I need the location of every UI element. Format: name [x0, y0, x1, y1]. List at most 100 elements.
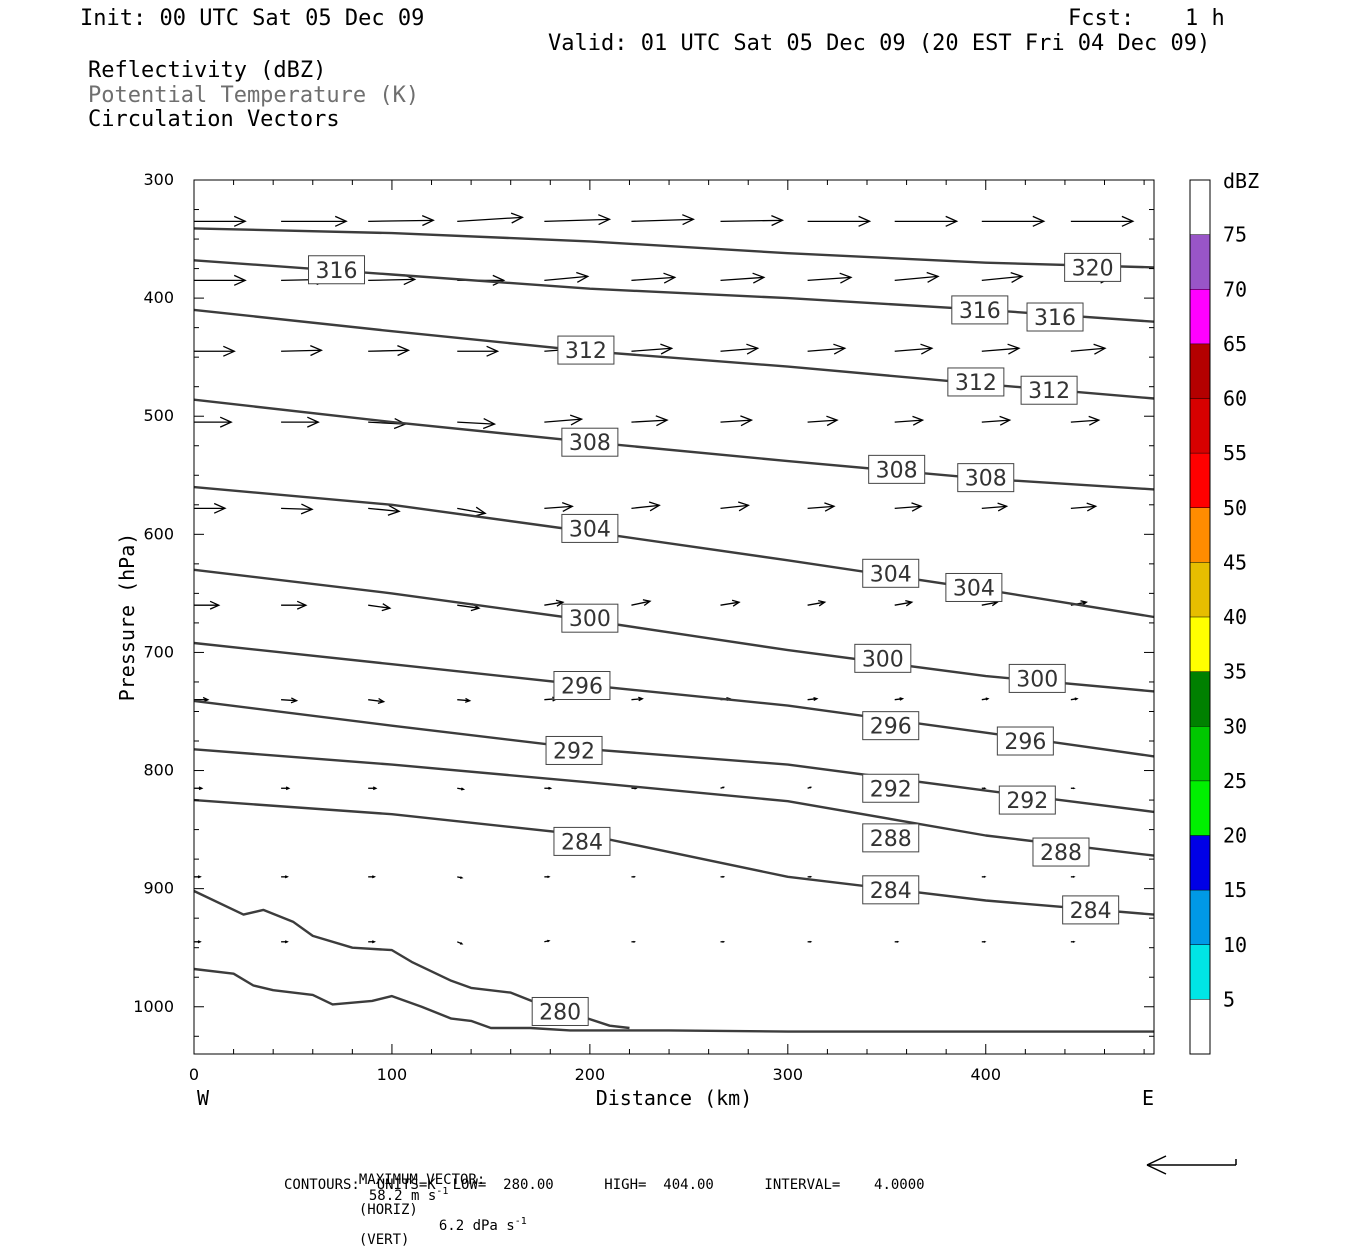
vector-shaft — [1070, 347, 1106, 352]
contour-label-284: 284 — [1062, 895, 1120, 925]
vector-head — [746, 343, 760, 355]
vector-shaft — [281, 349, 322, 352]
vector-shaft — [631, 419, 668, 423]
vector-shaft — [368, 699, 384, 703]
colorbar-segment — [1190, 617, 1210, 672]
reference-vector — [1146, 1155, 1237, 1175]
circulation-vector — [1070, 697, 1079, 701]
circulation-vector — [807, 940, 813, 943]
circulation-vector — [457, 345, 500, 357]
circulation-vector — [457, 876, 464, 879]
circulation-vector — [720, 343, 760, 355]
vector-head — [985, 697, 990, 701]
y-tick-label: 500 — [143, 406, 174, 425]
contour-label-box — [1064, 252, 1122, 282]
circulation-vector — [894, 271, 940, 283]
vector-head — [1032, 215, 1046, 227]
colorbar-label: 25 — [1223, 769, 1247, 793]
circulation-vector — [194, 940, 202, 944]
vector-head — [213, 502, 227, 514]
circulation-vector — [368, 940, 376, 944]
circulation-vector — [1070, 415, 1101, 426]
plot-frame — [193, 179, 1155, 1055]
vector-shaft — [631, 276, 675, 282]
contour-label-304: 304 — [945, 572, 1003, 602]
circulation-vector — [457, 697, 472, 703]
contours-note: CONTOURS: UNITS=K LOW= 280.00 HIGH= 404.… — [284, 1177, 925, 1193]
circulation-vector — [544, 414, 584, 426]
vector-head — [284, 940, 289, 944]
circulation-vector — [281, 940, 289, 944]
contour-label-text: 304 — [569, 517, 611, 542]
vector-head — [1086, 502, 1098, 512]
contour-label-304: 304 — [862, 558, 920, 588]
contour-label-288: 288 — [862, 823, 920, 853]
vector-shaft — [1070, 419, 1099, 423]
contour-labels: 320 316 316 316 312 312 312 308 308 308 304 304 304 3… — [308, 252, 1122, 1026]
colorbar-segment — [1190, 562, 1210, 617]
vector-head — [310, 345, 323, 357]
circulation-vector — [631, 415, 669, 427]
contour-label-box — [561, 427, 619, 457]
vector-shaft — [544, 275, 588, 282]
colorbar-label: 60 — [1223, 387, 1247, 411]
contour-label-296: 296 — [553, 671, 611, 701]
vector-head — [486, 345, 500, 357]
circulation-vector — [194, 875, 202, 879]
colorbar-segment — [1190, 234, 1210, 290]
contour-label-text: 296 — [1004, 730, 1046, 755]
vector-head — [561, 501, 574, 512]
vector-head — [460, 941, 464, 945]
circulation-vector — [544, 939, 551, 943]
circulation-vector — [720, 786, 726, 789]
contour-label-box — [553, 826, 611, 856]
vector-head — [945, 215, 959, 227]
colorbar-label: 55 — [1223, 441, 1247, 465]
vector-shaft — [368, 219, 434, 222]
contour-label-box — [947, 367, 1005, 397]
circulation-vector — [631, 501, 661, 512]
vector-head — [912, 415, 925, 426]
circulation-vector — [194, 502, 227, 514]
vector-shaft — [720, 276, 764, 282]
circulation-vector — [194, 345, 236, 357]
circulation-vector — [281, 345, 323, 357]
contour-label-box — [951, 295, 1009, 325]
circulation-vectors — [194, 212, 1135, 945]
circulation-vector — [631, 272, 677, 284]
vector-head — [642, 599, 652, 607]
colorbar-label: 20 — [1223, 824, 1247, 848]
x-tick-label: 100 — [377, 1065, 408, 1084]
y-axis-label: Pressure (hPa) — [115, 533, 139, 702]
vector-shaft — [631, 218, 694, 222]
circulation-vector — [720, 875, 726, 878]
circulation-vector — [720, 215, 785, 227]
init-time: Init: 00 UTC Sat 05 Dec 09 — [80, 6, 425, 31]
vector-head — [663, 272, 677, 284]
circulation-vector — [281, 786, 291, 791]
colorbar-label: 50 — [1223, 496, 1247, 520]
circulation-vector — [981, 940, 987, 943]
vector-shaft — [894, 275, 939, 282]
vector-head — [731, 599, 741, 607]
contour-label-text: 304 — [953, 576, 995, 601]
vector-head — [290, 697, 299, 704]
colorbar-segment — [1190, 944, 1210, 1000]
vector-shaft — [981, 601, 998, 606]
vector-shaft — [1070, 505, 1096, 509]
vector-head — [999, 415, 1012, 426]
title-potential-temperature: Potential Temperature (K) — [88, 83, 420, 108]
vector-shaft — [981, 419, 1010, 423]
vector-head — [233, 215, 247, 227]
vector-head — [997, 502, 1009, 512]
contour-label-box — [1026, 302, 1084, 332]
vector-head — [1088, 415, 1101, 426]
circulation-vector — [368, 603, 392, 612]
vector-head — [633, 940, 636, 943]
contour-label-312: 312 — [1020, 375, 1078, 405]
contour-label-box — [862, 711, 920, 741]
contour-label-288: 288 — [1032, 837, 1090, 867]
contour-label-box — [553, 671, 611, 701]
max-vector-note: MAXIMUM VECTOR: 58.2 m s-1 (HORIZ) 6.2 d… — [342, 1159, 527, 1247]
colorbar-label: 30 — [1223, 714, 1247, 738]
